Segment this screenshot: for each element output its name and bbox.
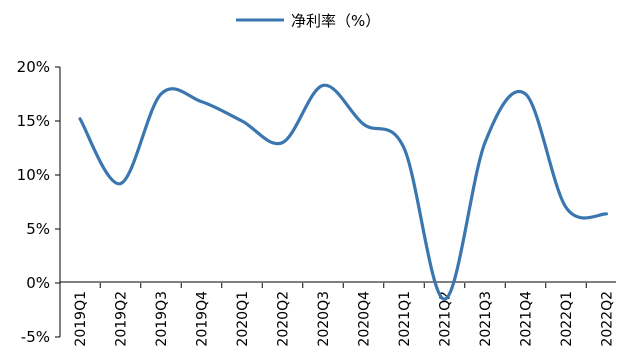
x-tick-label: 2021Q3: [478, 291, 494, 347]
series-line-net-margin: [78, 83, 609, 301]
x-tick-label: 2021Q1: [397, 291, 413, 347]
y-tick-label: -5%: [21, 328, 50, 346]
x-tick-label: 2019Q3: [154, 291, 170, 347]
y-tick-label: 10%: [17, 166, 50, 184]
x-tick-label: 2021Q2: [438, 291, 454, 347]
x-tick-label: 2020Q2: [276, 291, 292, 347]
legend: 净利率（%）: [236, 12, 380, 30]
x-tick-label: 2020Q3: [316, 291, 332, 347]
x-tick-label: 2019Q1: [73, 291, 89, 347]
x-tick-label: 2019Q4: [195, 291, 211, 347]
y-axis-ticks: -5% 0% 5% 10% 15% 20%: [17, 58, 60, 346]
x-tick-label: 2021Q4: [519, 291, 535, 347]
y-tick-label: 5%: [26, 220, 50, 238]
x-tick-label: 2020Q4: [357, 291, 373, 347]
legend-label: 净利率（%）: [291, 12, 380, 30]
x-tick-label: 2022Q2: [600, 291, 616, 347]
x-axis-ticks: 2019Q1 2019Q2 2019Q3 2019Q4 2020Q1 2020Q2 2020…: [73, 283, 616, 347]
y-tick-label: 0%: [26, 274, 50, 292]
x-tick-label: 2022Q1: [559, 291, 575, 347]
y-tick-label: 15%: [17, 112, 50, 130]
x-tick-label: 2019Q2: [114, 291, 130, 347]
x-tick-label: 2020Q1: [235, 291, 251, 347]
y-tick-label: 20%: [17, 58, 50, 76]
